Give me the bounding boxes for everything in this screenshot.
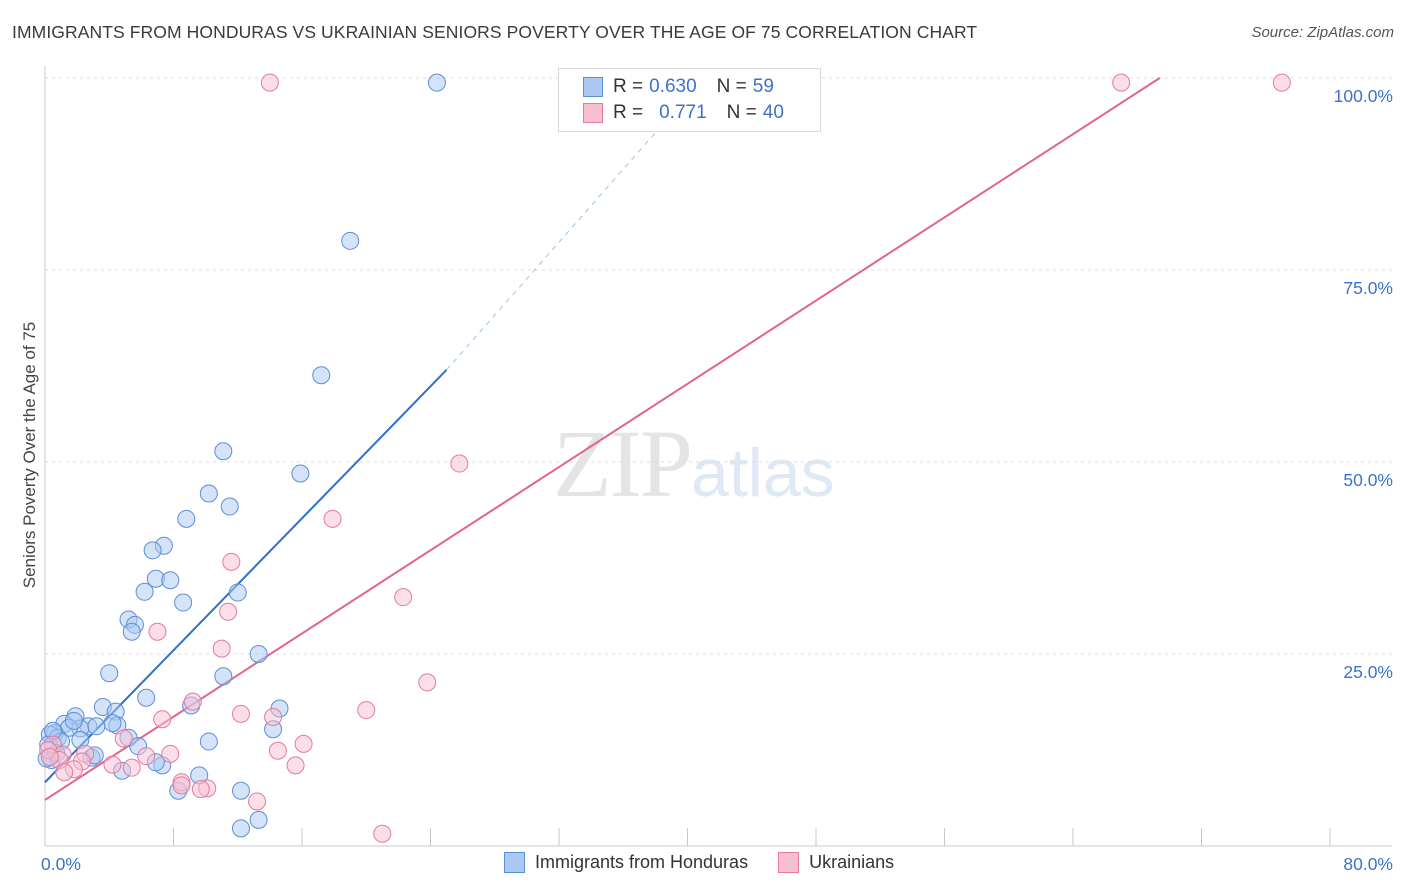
n-label: N = xyxy=(726,102,757,123)
point-honduras xyxy=(122,622,141,641)
point-ukrainians xyxy=(1272,73,1291,92)
point-ukrainians xyxy=(137,747,156,766)
point-honduras xyxy=(100,664,119,683)
trend-lines xyxy=(44,77,1161,801)
point-ukrainians xyxy=(1112,73,1131,92)
y-tick-label: 50.0% xyxy=(1343,470,1393,490)
point-ukrainians xyxy=(148,622,167,641)
point-ukrainians xyxy=(231,704,250,723)
legend-item-ukrainians[interactable]: Ukrainians xyxy=(778,852,894,873)
point-honduras xyxy=(177,509,196,528)
point-ukrainians xyxy=(212,639,231,658)
chart-title: IMMIGRANTS FROM HONDURAS VS UKRAINIAN SE… xyxy=(12,22,978,42)
point-ukrainians xyxy=(286,756,305,775)
point-ukrainians xyxy=(373,824,392,843)
legend-swatch-honduras xyxy=(583,77,603,97)
stats-legend: R = 0.630 N = 59 R = 0.771 N = 40 xyxy=(558,68,821,132)
legend-label-ukrainians: Ukrainians xyxy=(809,852,895,872)
point-honduras xyxy=(214,667,233,686)
x-tick-label-min: 0.0% xyxy=(41,854,81,874)
legend-swatch-ukrainians xyxy=(583,103,603,123)
point-honduras xyxy=(135,582,154,601)
point-ukrainians xyxy=(40,747,59,766)
r-value: 0.771 xyxy=(659,102,707,123)
series-legend: Immigrants from Honduras Ukrainians xyxy=(504,852,924,873)
n-value: 40 xyxy=(762,102,784,123)
point-ukrainians xyxy=(418,673,437,692)
grid-lines xyxy=(45,77,1392,655)
point-honduras xyxy=(214,442,233,461)
point-honduras xyxy=(161,571,180,590)
point-ukrainians xyxy=(103,755,122,774)
watermark-zip: ZIP xyxy=(553,410,693,517)
point-honduras xyxy=(249,645,268,663)
point-ukrainians xyxy=(114,729,133,748)
point-honduras xyxy=(231,781,250,800)
y-tick-label: 100.0% xyxy=(1334,86,1393,106)
point-ukrainians xyxy=(55,763,74,782)
point-honduras xyxy=(64,711,83,730)
source-credit: Source: ZipAtlas.com xyxy=(1251,24,1394,41)
point-ukrainians xyxy=(183,692,202,711)
point-ukrainians xyxy=(294,734,313,753)
point-ukrainians xyxy=(394,588,413,607)
point-honduras xyxy=(87,717,106,736)
point-ukrainians xyxy=(260,73,279,92)
point-honduras xyxy=(231,819,250,838)
n-value: 59 xyxy=(752,76,774,97)
point-honduras xyxy=(103,714,122,733)
legend-label-honduras: Immigrants from Honduras xyxy=(535,852,749,872)
watermark-atlas: atlas xyxy=(691,435,835,511)
watermark: ZIPatlas xyxy=(553,408,835,519)
y-tick-label: 25.0% xyxy=(1343,662,1393,682)
r-value: 0.630 xyxy=(649,76,697,97)
point-honduras xyxy=(137,688,156,707)
stats-legend-row-honduras: R = 0.630 N = 59 xyxy=(583,74,774,100)
point-ukrainians xyxy=(222,552,241,571)
axes xyxy=(44,66,1392,847)
n-label: N = xyxy=(716,76,747,97)
point-honduras xyxy=(199,732,218,751)
stats-legend-row-ukrainians: R = 0.771 N = 40 xyxy=(583,100,784,126)
point-honduras xyxy=(199,484,218,503)
point-ukrainians xyxy=(264,707,283,726)
legend-item-honduras[interactable]: Immigrants from Honduras xyxy=(504,852,748,873)
point-ukrainians xyxy=(248,792,267,811)
point-honduras xyxy=(220,497,239,516)
point-honduras xyxy=(228,583,247,602)
legend-swatch-ukrainians xyxy=(778,852,800,873)
point-ukrainians xyxy=(450,454,469,473)
trend-line-ukrainians xyxy=(44,77,1161,801)
r-label: R = xyxy=(613,102,644,123)
point-honduras xyxy=(249,810,268,829)
x-tick-label-max: 80.0% xyxy=(1343,854,1393,874)
tick-labels: 25.0% 50.0% 75.0% 100.0% 0.0% 80.0% xyxy=(41,86,1393,874)
point-ukrainians xyxy=(153,710,172,729)
point-honduras xyxy=(312,366,331,385)
y-tick-label: 75.0% xyxy=(1343,278,1393,298)
data-points xyxy=(37,73,1291,843)
point-ukrainians xyxy=(122,758,141,777)
point-ukrainians xyxy=(161,744,180,763)
point-honduras xyxy=(143,541,162,560)
point-honduras xyxy=(341,231,360,250)
legend-swatch-honduras xyxy=(504,852,525,873)
point-ukrainians xyxy=(357,701,376,720)
point-ukrainians xyxy=(219,602,238,621)
point-ukrainians xyxy=(191,780,210,799)
r-label: R = xyxy=(613,76,644,97)
point-honduras xyxy=(427,73,446,92)
point-ukrainians xyxy=(323,509,342,528)
point-honduras xyxy=(174,593,193,612)
point-ukrainians xyxy=(172,776,191,795)
point-ukrainians xyxy=(268,741,287,760)
point-honduras xyxy=(291,464,310,483)
